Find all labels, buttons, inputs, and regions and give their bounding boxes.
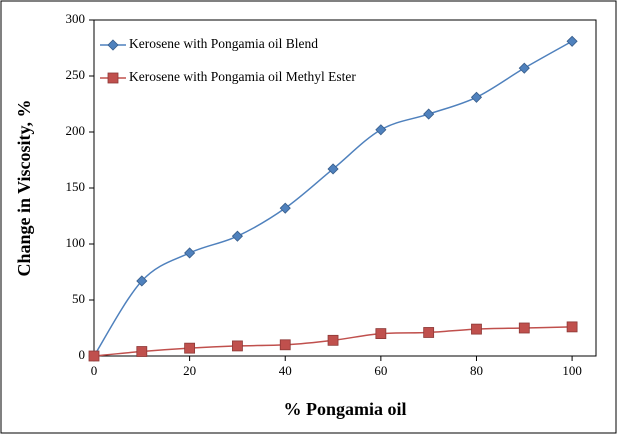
data-point xyxy=(566,35,578,47)
x-tick-label: 0 xyxy=(91,363,98,378)
y-tick-label: 300 xyxy=(66,11,86,26)
legend-marker xyxy=(107,72,119,84)
x-tick-label: 20 xyxy=(183,363,196,378)
y-tick-label: 0 xyxy=(79,347,86,362)
data-point xyxy=(375,328,387,340)
x-tick-label: 80 xyxy=(470,363,483,378)
y-tick-label: 150 xyxy=(66,179,86,194)
data-point xyxy=(88,350,100,362)
data-point xyxy=(184,247,196,259)
data-point xyxy=(279,339,291,351)
data-point xyxy=(136,346,148,357)
data-point xyxy=(184,342,196,354)
x-axis-title: % Pongamia oil xyxy=(283,399,406,419)
data-point xyxy=(327,334,339,346)
x-tick-label: 40 xyxy=(279,363,292,378)
data-point xyxy=(423,108,435,120)
data-point xyxy=(232,340,243,352)
data-point xyxy=(279,202,291,214)
y-tick-label: 100 xyxy=(66,235,86,250)
data-point xyxy=(518,62,530,74)
data-point xyxy=(136,275,148,287)
data-point xyxy=(470,91,483,103)
legend-label: Kerosene with Pongamia oil Methyl Ester xyxy=(129,69,356,84)
data-point xyxy=(471,323,482,335)
data-point xyxy=(518,322,530,334)
data-point xyxy=(375,124,387,136)
data-point xyxy=(566,321,578,333)
legend-marker xyxy=(107,39,119,51)
legend-label: Kerosene with Pongamia oil Blend xyxy=(129,36,318,51)
y-tick-label: 200 xyxy=(66,123,86,138)
x-tick-label: 100 xyxy=(562,363,582,378)
data-point xyxy=(423,327,435,338)
y-axis-title: Change in Viscosity, % xyxy=(14,99,34,276)
y-tick-label: 250 xyxy=(66,67,86,82)
data-point xyxy=(327,163,339,175)
data-point xyxy=(231,230,243,242)
y-tick-label: 50 xyxy=(72,291,85,306)
x-tick-label: 60 xyxy=(374,363,387,378)
